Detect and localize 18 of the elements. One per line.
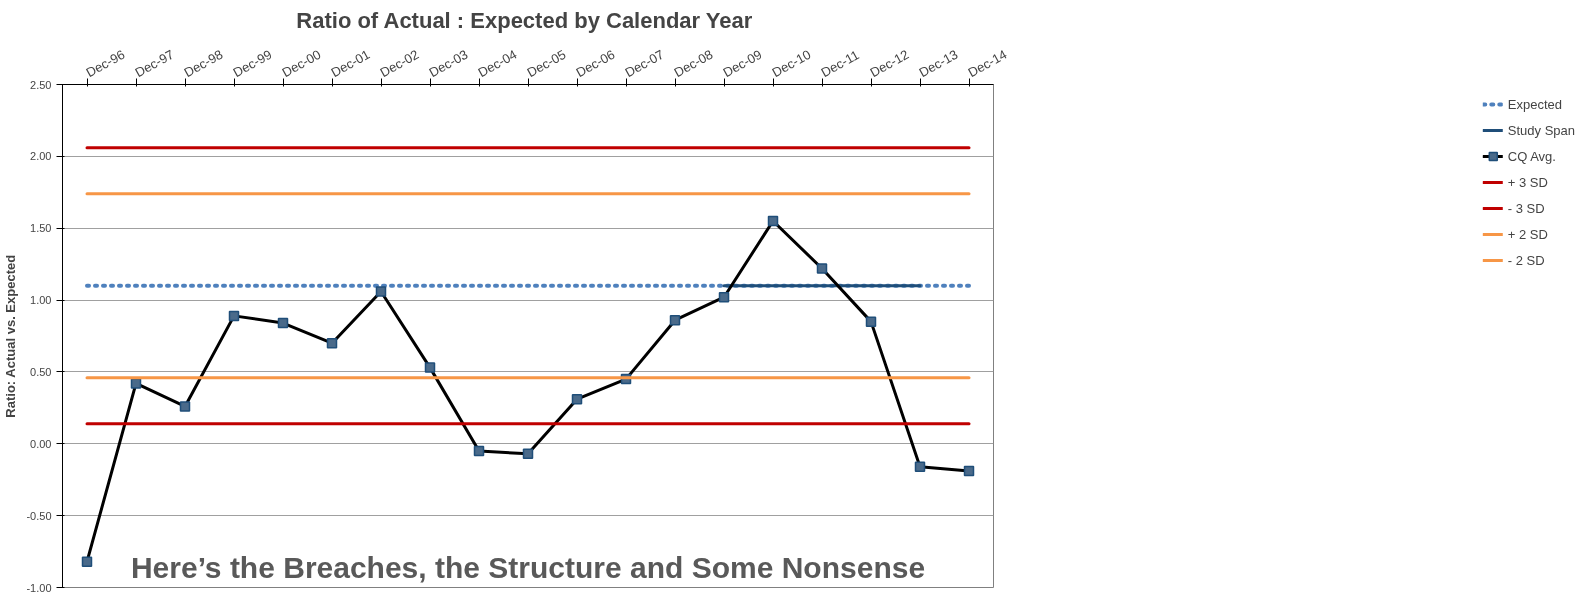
legend-label: Study Span (1507, 122, 1575, 138)
y-tick-label: 0.50 (30, 365, 52, 378)
annotation: Here’s the Breaches, the Structure and Some Nonsense (130, 550, 926, 584)
legend-label: Expected (1507, 96, 1562, 112)
legend-label: + 2 SD (1507, 226, 1548, 242)
y-tick-label: 2.50 (30, 78, 52, 91)
legend-label: + 3 SD (1507, 174, 1548, 190)
y-tick-label: 2.00 (30, 150, 52, 163)
chart-title: Ratio of Actual : Expected by Calendar Year (296, 7, 753, 33)
y-tick-label: 0.00 (30, 437, 52, 450)
y-tick-label: -1.00 (26, 581, 52, 592)
legend-label: - 2 SD (1507, 252, 1545, 268)
legend-label: - 3 SD (1507, 200, 1545, 216)
y-tick-label: 1.50 (30, 222, 52, 235)
y-axis-title: Ratio: Actual vs. Expected (3, 254, 19, 418)
y-tick-label: -0.50 (26, 509, 52, 522)
y-tick-label: 1.00 (30, 294, 52, 307)
legend-label: CQ Avg. (1507, 148, 1556, 164)
